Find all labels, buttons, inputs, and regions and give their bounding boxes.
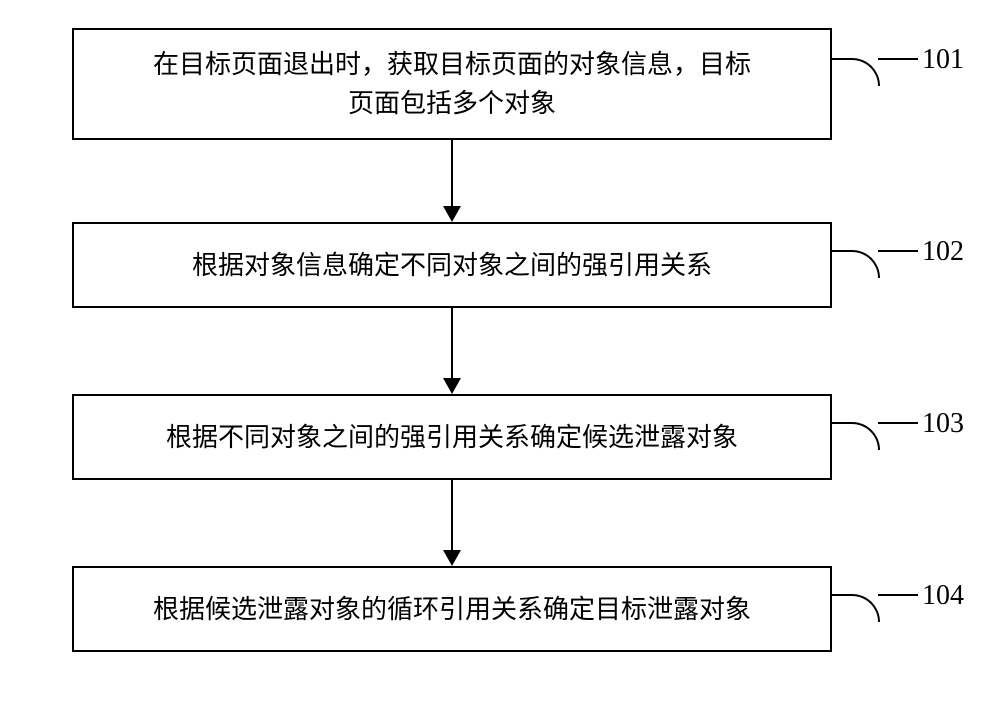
step-text-102: 根据对象信息确定不同对象之间的强引用关系 — [192, 246, 712, 285]
arrow-line-2 — [451, 308, 453, 378]
leader-curve-101 — [832, 58, 880, 86]
step-label-102: 102 — [922, 236, 964, 268]
step-text-104: 根据候选泄露对象的循环引用关系确定目标泄露对象 — [153, 590, 751, 629]
leader-curve-104 — [832, 594, 880, 622]
leader-line-104 — [878, 594, 918, 596]
flowchart-canvas: 在目标页面退出时，获取目标页面的对象信息，目标页面包括多个对象 根据对象信息确定… — [0, 0, 1000, 719]
step-label-101: 101 — [922, 44, 964, 76]
arrow-line-3 — [451, 480, 453, 550]
leader-curve-103 — [832, 422, 880, 450]
step-box-103: 根据不同对象之间的强引用关系确定候选泄露对象 — [72, 394, 832, 480]
step-box-101: 在目标页面退出时，获取目标页面的对象信息，目标页面包括多个对象 — [72, 28, 832, 140]
step-box-104: 根据候选泄露对象的循环引用关系确定目标泄露对象 — [72, 566, 832, 652]
leader-line-103 — [878, 422, 918, 424]
leader-line-101 — [878, 58, 918, 60]
step-text-103: 根据不同对象之间的强引用关系确定候选泄露对象 — [166, 418, 738, 457]
arrow-head-1 — [443, 206, 461, 222]
step-label-104: 104 — [922, 580, 964, 612]
step-box-102: 根据对象信息确定不同对象之间的强引用关系 — [72, 222, 832, 308]
leader-line-102 — [878, 250, 918, 252]
step-label-103: 103 — [922, 408, 964, 440]
arrow-head-2 — [443, 378, 461, 394]
step-text-101: 在目标页面退出时，获取目标页面的对象信息，目标页面包括多个对象 — [153, 45, 751, 123]
arrow-head-3 — [443, 550, 461, 566]
leader-curve-102 — [832, 250, 880, 278]
arrow-line-1 — [451, 140, 453, 206]
